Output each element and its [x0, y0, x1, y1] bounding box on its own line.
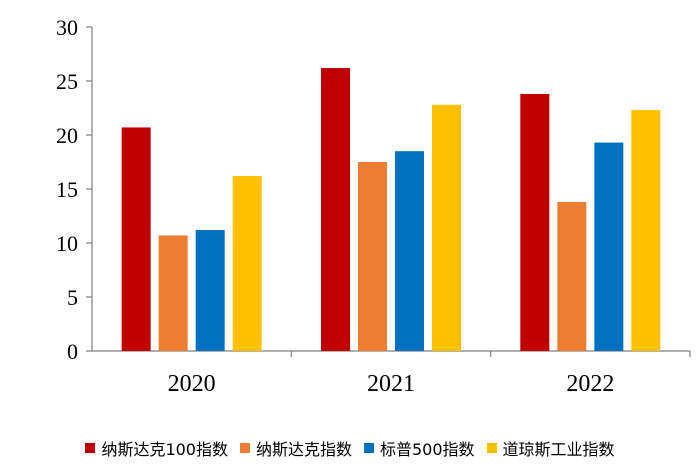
- bar-2020-4: [232, 176, 262, 351]
- bar-2022-4: [631, 110, 661, 351]
- legend-swatch: [486, 443, 497, 453]
- legend-item: 纳斯达克指数: [239, 436, 352, 460]
- bar-2021-1: [321, 68, 350, 351]
- bar-2021-3: [395, 151, 424, 351]
- legend-item: 道琼斯工业指数: [486, 436, 615, 460]
- y-tick-label: 30: [56, 15, 78, 40]
- legend-label: 纳斯达克100指数: [101, 440, 228, 459]
- bar-2022-1: [520, 93, 550, 352]
- x-tick-label: 2022: [566, 371, 614, 397]
- y-tick-label: 20: [56, 123, 78, 148]
- y-tick-label: 5: [67, 285, 78, 310]
- legend-swatch: [85, 443, 96, 453]
- legend-label: 标普500指数: [380, 440, 475, 459]
- x-tick-label: 2020: [168, 371, 216, 397]
- x-tick-label: 2021: [367, 371, 415, 397]
- bar-2021-4: [432, 104, 461, 351]
- bar-2022-3: [594, 142, 624, 351]
- bar-2021-2: [358, 162, 387, 351]
- axes: [86, 26, 691, 357]
- legend: 纳斯达克100指数 纳斯达克指数 标普500指数 道琼斯工业指数: [0, 436, 700, 460]
- bar-2020-1: [121, 127, 151, 351]
- legend-swatch: [239, 443, 250, 453]
- legend-label: 道琼斯工业指数: [502, 440, 615, 459]
- bar-2020-2: [158, 235, 188, 351]
- legend-swatch: [364, 443, 374, 453]
- y-tick-label: 25: [56, 69, 78, 94]
- legend-label: 纳斯达克指数: [255, 440, 352, 459]
- y-tick-label: 0: [67, 339, 78, 364]
- bar-2022-2: [557, 201, 587, 351]
- legend-item: 标普500指数: [364, 436, 475, 460]
- bar-chart: 0 5 10 15 20 25 30 2020 2021 2022: [56, 15, 691, 397]
- tick-labels: 0 5 10 15 20 25 30 2020 2021 2022: [56, 15, 614, 397]
- bar-2020-3: [195, 230, 225, 351]
- legend-item: 纳斯达克100指数: [85, 436, 228, 460]
- bars: [121, 68, 661, 352]
- y-tick-label: 15: [56, 177, 78, 202]
- y-tick-label: 10: [56, 231, 78, 256]
